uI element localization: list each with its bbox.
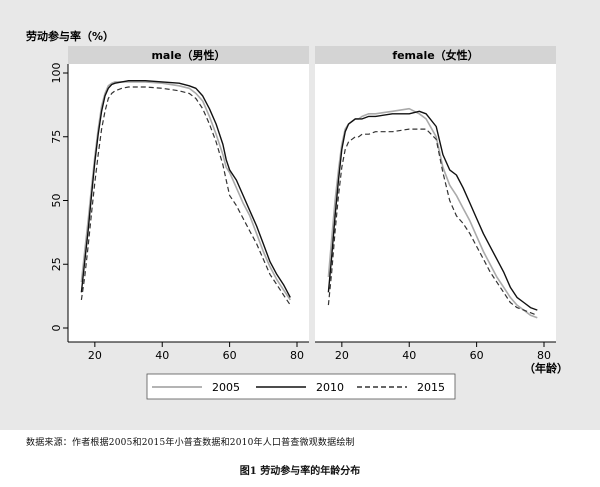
panel-title: female（女性）	[392, 48, 478, 62]
series-line-2005	[327, 107, 538, 319]
legend-label-2010: 2010	[316, 381, 344, 394]
y-tick-label: 75	[50, 130, 63, 144]
panel-title: male（男性）	[151, 48, 225, 62]
plot-area	[68, 64, 309, 342]
legend-label-2005: 2005	[212, 381, 240, 394]
x-tick-label: 60	[223, 349, 237, 362]
y-tick-label: 25	[50, 257, 63, 271]
legend-label-2015: 2015	[417, 381, 445, 394]
x-tick-label: 80	[537, 349, 551, 362]
panel-strip	[315, 46, 556, 64]
x-axis-label: （年龄）	[524, 361, 568, 375]
x-tick-label: 20	[88, 349, 102, 362]
x-tick-label: 60	[470, 349, 484, 362]
y-tick-label: 100	[50, 63, 63, 84]
x-tick-label: 40	[155, 349, 169, 362]
panels: male（男性） 20 40 60 80 0 25 50 75 100 female（女性） 20 40…	[50, 46, 556, 362]
panel-male: male（男性） 20 40 60 80 0 25 50 75 100	[50, 46, 309, 362]
x-tick-label: 40	[402, 349, 416, 362]
series-line-2010	[327, 110, 538, 311]
figure-caption: 图1 劳动参与率的年龄分布	[239, 466, 361, 477]
source-note: 数据来源：作者根据2005和2015年小普查数据和2010年人口普查微观数据绘制	[26, 438, 355, 448]
series-line-2015	[80, 86, 291, 306]
y-tick-label: 50	[50, 194, 63, 208]
y-tick-label: 0	[50, 325, 63, 332]
panel-strip	[68, 46, 309, 64]
series-line-2015	[327, 128, 538, 316]
series-line-2010	[80, 79, 291, 298]
x-tick-label: 80	[290, 349, 304, 362]
x-tick-label: 20	[335, 349, 349, 362]
y-axis-label: 劳动参与率（%）	[26, 29, 114, 43]
legend: 2005 2010 2015	[146, 373, 456, 400]
panel-female: female（女性） 20 40 60 80	[315, 46, 556, 362]
series-line-2005	[80, 81, 291, 301]
